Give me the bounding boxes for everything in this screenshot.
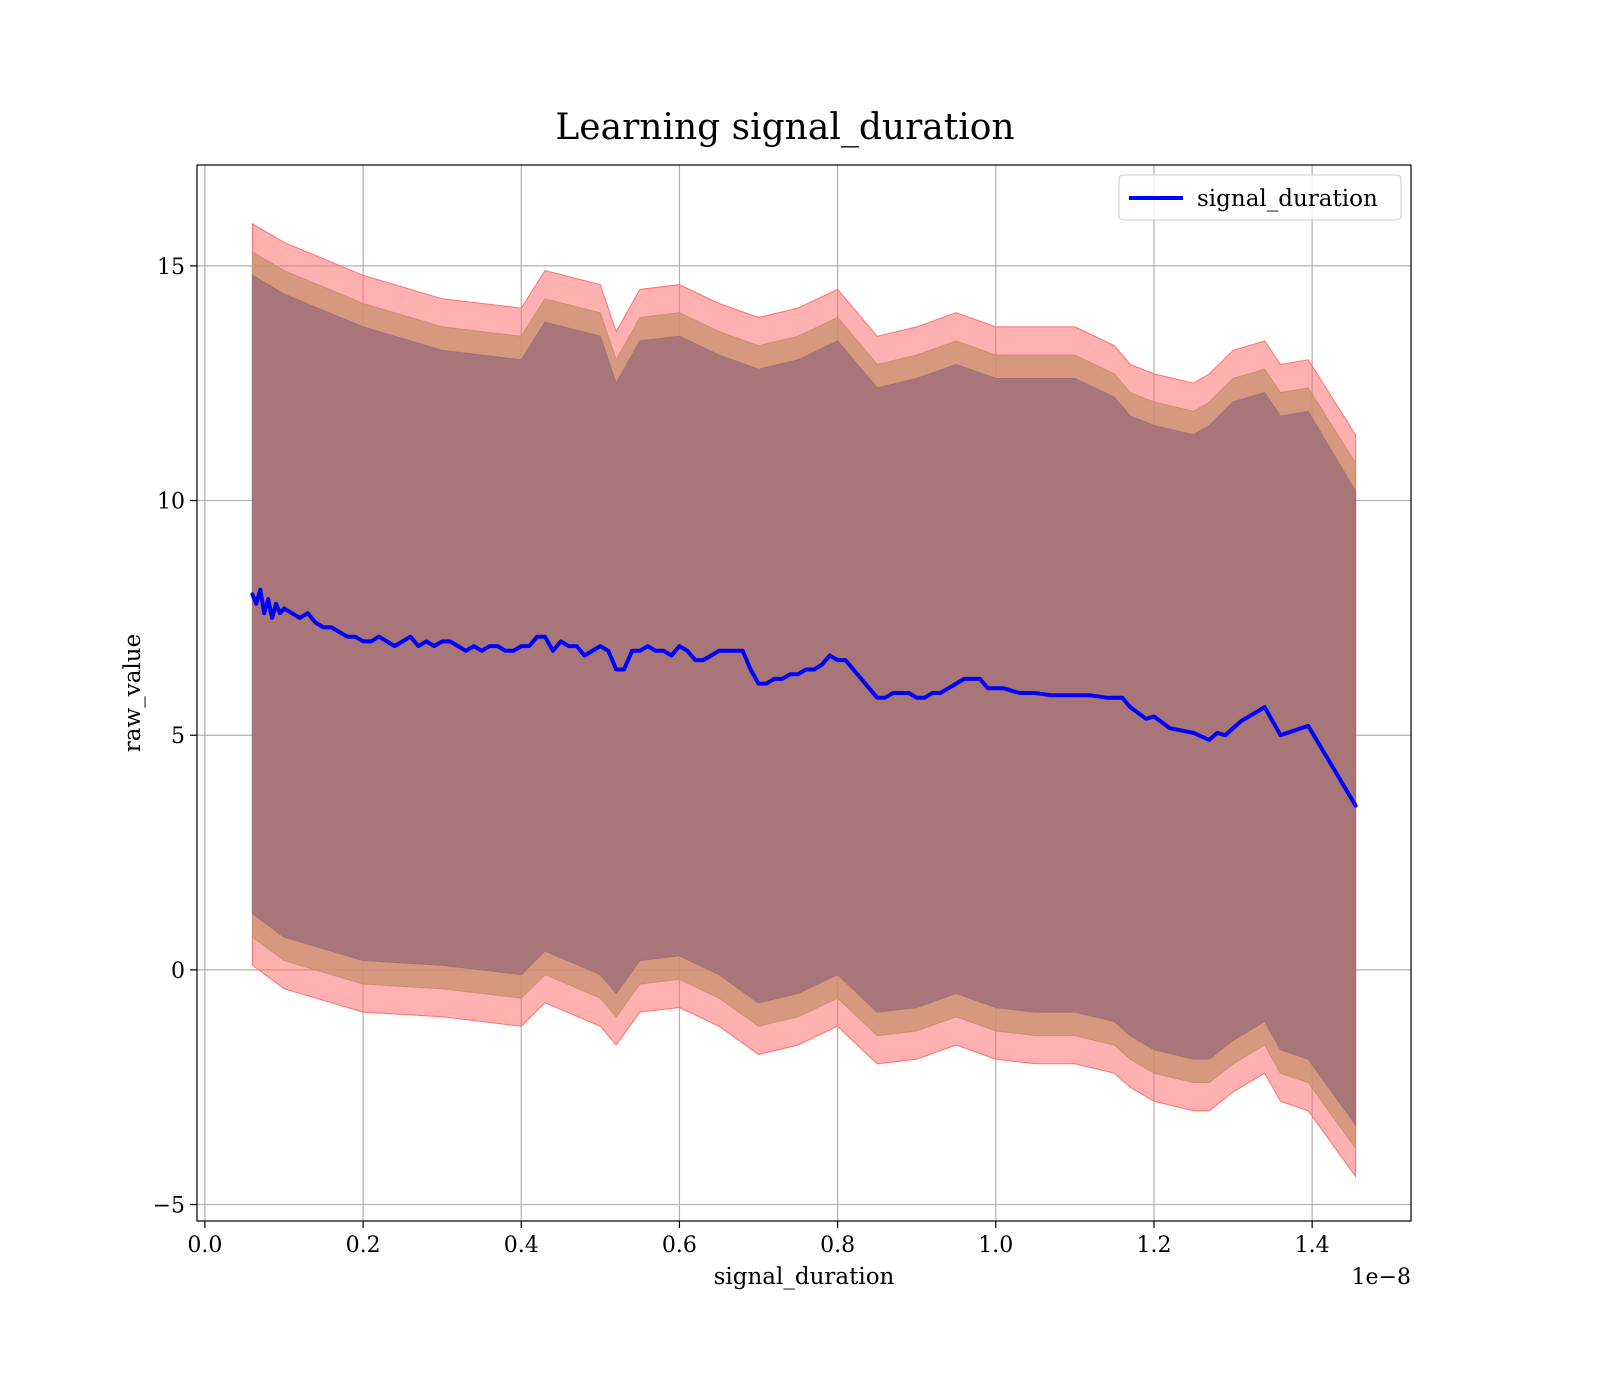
x-tick-label: 0.8 xyxy=(820,1233,855,1258)
band-inner xyxy=(251,274,1357,1127)
y-tick-label: −5 xyxy=(153,1194,185,1219)
series-lines xyxy=(250,587,1358,808)
chart-title: Learning signal_duration xyxy=(555,107,1014,148)
x-tick-label: 0.6 xyxy=(662,1233,697,1258)
confidence-bands xyxy=(251,222,1357,1178)
series-line-signal-duration xyxy=(250,587,1358,808)
y-tick-label: 15 xyxy=(157,255,185,280)
x-tick-label: 1.2 xyxy=(1136,1233,1171,1258)
y-axis-label: raw_value xyxy=(120,634,146,752)
plot-frame xyxy=(196,164,1412,1222)
legend-box xyxy=(1118,174,1402,221)
y-tick-label: 0 xyxy=(171,959,185,984)
axis-ticks: 0.0 0.2 0.4 0.6 0.8 1.0 1.2 1.4 −5 0 5 10 15 xyxy=(153,255,1330,1258)
x-tick-label: 1.0 xyxy=(978,1233,1013,1258)
x-tick-label: 0.2 xyxy=(346,1233,381,1258)
x-axis-offset-label: 1e−8 xyxy=(1352,1265,1411,1290)
y-tick-label: 10 xyxy=(157,490,185,515)
x-tick-label: 0.0 xyxy=(187,1233,222,1258)
x-axis-label: signal_duration xyxy=(714,1264,895,1290)
legend: signal_duration xyxy=(1118,174,1402,221)
x-tick-label: 1.4 xyxy=(1295,1233,1330,1258)
legend-label: signal_duration xyxy=(1197,186,1378,212)
x-tick-label: 0.4 xyxy=(504,1233,539,1258)
y-tick-label: 5 xyxy=(171,724,185,749)
